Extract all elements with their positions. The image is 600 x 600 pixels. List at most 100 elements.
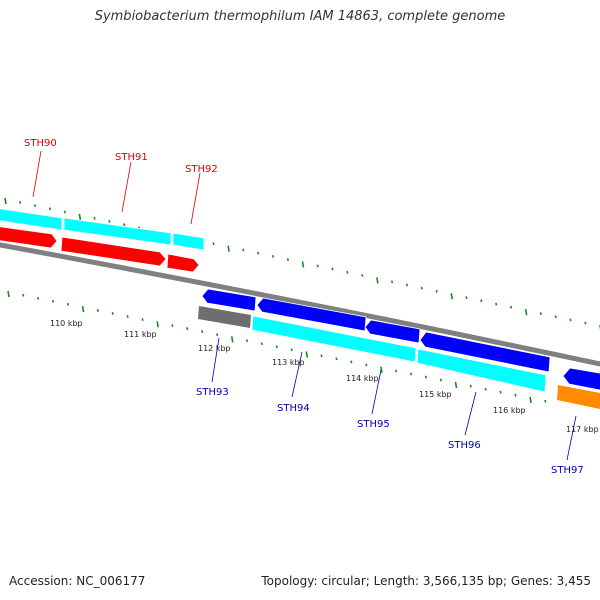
leader-sth97 (566, 415, 577, 461)
gene-label-sth91[interactable]: STH91 (115, 152, 148, 163)
tick-mark-lower (529, 396, 532, 404)
tick-mark-upper (435, 289, 438, 293)
gene-label-sth92[interactable]: STH92 (185, 164, 218, 175)
cds-sth90[interactable] (0, 226, 58, 249)
tick-mark-upper (93, 216, 96, 220)
tick-mark-upper (212, 242, 215, 246)
tick-mark-upper (480, 299, 483, 303)
tick-mark-upper (405, 283, 409, 287)
tick-mark-upper (524, 308, 528, 316)
tick-mark-upper (48, 207, 52, 211)
tick-mark-lower (275, 345, 278, 349)
tick-mark-lower (7, 290, 10, 298)
tick-mark-lower (469, 384, 472, 388)
tick-mark-lower (409, 372, 413, 376)
tick-mark-upper (242, 248, 245, 252)
gene-bar-sth96[interactable] (416, 348, 547, 393)
leader-sth95 (371, 369, 382, 415)
tick-mark-lower (96, 308, 99, 312)
gene-label-sth93[interactable]: STH93 (196, 387, 229, 398)
reverse-strand (198, 288, 600, 410)
leader-sth91 (121, 161, 132, 213)
forward-strand (0, 208, 205, 273)
scale-label-113: 113 kbp (272, 358, 305, 367)
gene-label-sth95[interactable]: STH95 (357, 419, 390, 430)
scale-label-112: 112 kbp (198, 344, 231, 353)
gene-bar-sth92[interactable] (172, 232, 205, 251)
tick-mark-upper (495, 302, 498, 306)
tick-mark-lower (22, 293, 25, 297)
tick-mark-upper (227, 245, 230, 252)
tick-mark-upper (257, 251, 260, 255)
accession-label: Accession: NC_006177 (9, 574, 146, 588)
tick-mark-lower (156, 321, 159, 328)
tick-mark-upper (108, 220, 111, 223)
tick-mark-lower (171, 324, 174, 327)
scale-label-117: 117 kbp (566, 425, 599, 434)
gene-bar-sth91[interactable] (63, 217, 172, 246)
tick-mark-lower (380, 366, 383, 373)
tick-mark-upper (539, 312, 542, 315)
leader-sth96 (464, 391, 477, 436)
topology-summary: Topology: circular; Length: 3,566,135 bp… (261, 574, 591, 588)
leader-sth94 (291, 351, 303, 398)
tick-mark-lower (395, 369, 398, 373)
gene-bar-sth90[interactable] (0, 208, 63, 231)
scale-labels: 110 kbp 111 kbp 112 kbp 113 kbp 114 kbp … (50, 319, 599, 434)
scale-label-114: 114 kbp (346, 374, 379, 383)
tick-mark-upper (331, 267, 334, 271)
tick-mark-lower (514, 393, 517, 397)
tick-mark-lower (424, 375, 428, 379)
gene-label-sth96[interactable]: STH96 (448, 440, 481, 451)
scale-label-115: 115 kbp (419, 390, 452, 399)
tick-mark-lower (111, 312, 114, 315)
tick-mark-upper (63, 210, 66, 214)
tick-mark-upper (361, 274, 364, 277)
cds-sth94[interactable] (256, 297, 367, 332)
cds-sth93[interactable] (201, 288, 257, 312)
tick-mark-lower (201, 330, 204, 334)
tick-mark-lower (365, 363, 368, 367)
cds-sth96[interactable] (419, 331, 551, 373)
feature-orange[interactable] (557, 385, 600, 410)
tick-mark-upper (390, 280, 394, 284)
tick-mark-lower (499, 390, 502, 394)
cds-sth95[interactable] (364, 319, 421, 344)
tick-mark-upper (123, 223, 126, 227)
tick-mark-upper (450, 293, 454, 300)
tick-mark-lower (245, 339, 249, 343)
scale-label-110: 110 kbp (50, 319, 83, 328)
tick-mark-lower (320, 354, 323, 358)
cds-sth97[interactable] (562, 367, 600, 391)
cds-sth92[interactable] (166, 253, 200, 273)
forward-gene-labels: STH90 STH91 STH92 (24, 138, 218, 225)
tick-mark-upper (301, 261, 305, 268)
gene-bar-sth94[interactable] (251, 315, 417, 363)
tick-mark-lower (454, 381, 458, 388)
genome-backbone (0, 242, 600, 367)
map-title: Symbiobacterium thermophilum IAM 14863, … (94, 9, 506, 24)
scale-label-111: 111 kbp (124, 330, 157, 339)
leader-sth92 (190, 172, 201, 225)
tick-mark-lower (439, 378, 442, 382)
gene-label-sth90[interactable]: STH90 (24, 138, 57, 149)
tick-mark-upper (78, 213, 82, 221)
gene-label-sth94[interactable]: STH94 (277, 403, 310, 414)
scale-label-116: 116 kbp (493, 406, 526, 415)
reverse-gene-labels: STH93 STH94 STH95 STH96 STH97 (196, 337, 584, 476)
tick-mark-upper (271, 254, 275, 258)
tick-mark-upper (465, 296, 468, 300)
feature-grey[interactable] (198, 306, 251, 328)
tick-mark-lower (305, 351, 309, 358)
gene-label-sth97[interactable]: STH97 (551, 465, 584, 476)
cds-sth91[interactable] (60, 236, 167, 267)
tick-mark-lower (126, 315, 129, 318)
tick-mark-lower (81, 306, 85, 313)
tick-mark-lower (350, 360, 353, 364)
tick-mark-upper (376, 277, 379, 284)
tick-mark-lower (51, 299, 55, 303)
tick-mark-upper (569, 318, 572, 322)
tick-mark-lower (186, 327, 189, 331)
tick-mark-upper (4, 197, 7, 205)
